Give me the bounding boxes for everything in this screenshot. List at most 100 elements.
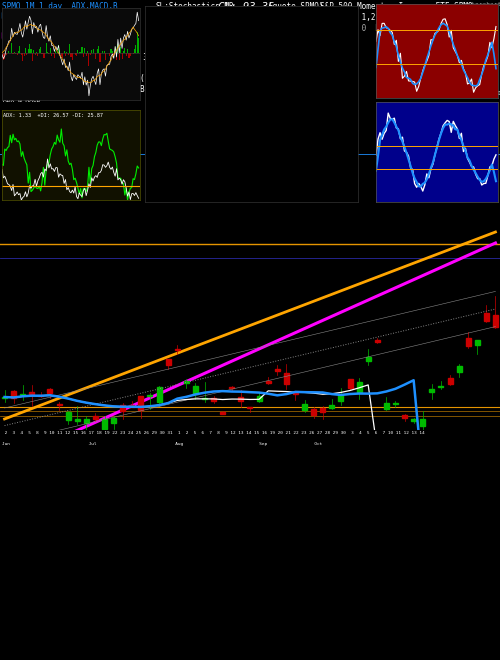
Text: (MGR) 1.3, 26.6, 25.9: (MGR) 1.3, 26.6, 25.9: [140, 74, 237, 83]
Bar: [118, 53, 120, 60]
Bar: [156, 387, 162, 402]
Bar: [238, 397, 244, 401]
Bar: [293, 393, 298, 394]
Bar: [375, 341, 380, 342]
Bar: [21, 53, 22, 55]
Bar: [130, 405, 134, 407]
Bar: [202, 398, 207, 399]
Bar: [69, 44, 70, 53]
Bar: [402, 415, 407, 418]
Bar: [248, 407, 252, 408]
Bar: [25, 48, 26, 53]
Text: S&P 500 Momentum Invesco ETF SPMO: S&P 500 Momentum Invesco ETF SPMO: [320, 2, 472, 11]
Bar: [138, 38, 139, 53]
Bar: [84, 419, 89, 423]
Text: Stochastics & R                SI: Stochastics & R SI: [377, 91, 500, 96]
Bar: [113, 53, 114, 57]
Bar: [136, 32, 138, 53]
Bar: [166, 360, 170, 365]
Bar: [127, 48, 128, 53]
Bar: [20, 394, 25, 395]
Bar: [484, 314, 489, 321]
Bar: [93, 416, 98, 419]
Bar: [52, 53, 54, 54]
Bar: [75, 419, 80, 421]
Bar: [58, 46, 59, 53]
Bar: [102, 419, 107, 428]
Bar: [126, 53, 127, 56]
Text: Day Vol: 0  M: Day Vol: 0 M: [320, 24, 380, 33]
Bar: [65, 53, 66, 56]
Bar: [466, 338, 470, 346]
Bar: [28, 50, 29, 53]
Bar: [12, 53, 14, 54]
Bar: [32, 53, 33, 61]
Bar: [29, 44, 30, 53]
Bar: [50, 48, 51, 53]
Text: Avg Vol: 1,209 M: Avg Vol: 1,209 M: [320, 13, 394, 22]
Bar: [475, 340, 480, 345]
Bar: [111, 418, 116, 422]
Bar: [68, 53, 69, 55]
Bar: [123, 51, 124, 53]
Bar: [132, 53, 134, 54]
Bar: [220, 412, 225, 414]
Bar: [124, 48, 126, 53]
Bar: [320, 408, 325, 412]
Bar: [38, 50, 40, 53]
Text: Stochastics: 31.67: Stochastics: 31.67: [2, 43, 85, 52]
Bar: [48, 53, 50, 54]
Bar: [338, 395, 344, 401]
Bar: [43, 53, 44, 58]
Bar: [184, 381, 189, 383]
Bar: [138, 396, 143, 410]
Bar: [2, 22, 10, 28]
Text: 200 Day = 85.49: 200 Day = 85.49: [12, 33, 82, 42]
Bar: [366, 357, 370, 360]
Bar: [76, 53, 77, 56]
Bar: [74, 53, 76, 55]
Bar: [44, 53, 46, 58]
Text: ADX signal:: ADX signal:: [2, 85, 53, 94]
Text: BUY Showing @ 9%: BUY Showing @ 9%: [140, 85, 214, 94]
Bar: [109, 53, 110, 55]
Bar: [33, 50, 34, 53]
Bar: [30, 392, 35, 394]
Bar: [275, 369, 280, 372]
Bar: [2, 32, 10, 38]
Bar: [78, 52, 80, 53]
Bar: [83, 53, 84, 57]
Bar: [22, 53, 24, 61]
Bar: [211, 398, 216, 401]
Bar: [4, 53, 6, 59]
Bar: [384, 403, 389, 409]
Bar: [91, 50, 92, 53]
Bar: [2, 397, 7, 398]
Bar: [11, 44, 12, 53]
Bar: [105, 53, 106, 60]
Bar: [356, 382, 362, 391]
Bar: [393, 403, 398, 405]
Text: ADX:: ADX:: [2, 74, 21, 83]
Text: ADX & MACD: ADX & MACD: [4, 98, 41, 103]
Bar: [112, 51, 113, 53]
Bar: [102, 51, 104, 53]
Bar: [8, 51, 10, 53]
Text: B: B: [2, 52, 6, 61]
Bar: [448, 378, 452, 384]
Bar: [284, 374, 289, 384]
Bar: [54, 53, 55, 58]
Bar: [456, 366, 462, 372]
Bar: [420, 419, 425, 426]
Bar: [130, 53, 131, 55]
Bar: [56, 404, 62, 405]
Text: 50  Day = 94.25: 50 Day = 94.25: [12, 23, 82, 32]
Text: Jun                              Jul                              Aug           : Jun Jul Aug: [2, 442, 322, 446]
Bar: [330, 405, 334, 409]
Text: 2  3  4  5  8  9 10 11 12 15 16 17 18 19 22 23 24 25 26 29 30 31  1  2  5  6  7 : 2 3 4 5 8 9 10 11 12 15 16 17 18 19 22 2…: [2, 431, 424, 435]
Bar: [66, 51, 68, 53]
Bar: [14, 52, 15, 53]
Bar: [36, 52, 37, 53]
Bar: [493, 315, 498, 327]
Text: SL:Stochastics,MR: SL:Stochastics,MR: [155, 2, 234, 11]
